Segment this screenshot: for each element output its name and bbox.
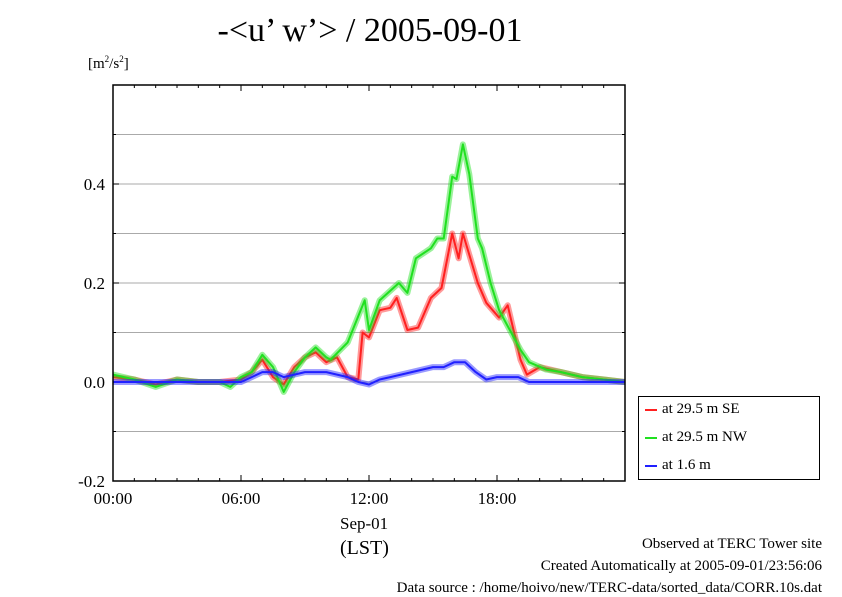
x-tick-label: 18:00 xyxy=(478,489,517,508)
legend-swatch xyxy=(645,464,657,467)
y-tick-label: 0.2 xyxy=(84,274,105,293)
footer-site: Observed at TERC Tower site xyxy=(641,536,822,552)
x-axis-label: Sep-01 xyxy=(340,514,389,533)
series-line-2 xyxy=(113,361,625,386)
x-tick-label: 12:00 xyxy=(350,489,389,508)
y-tick-label: 0.0 xyxy=(84,373,105,392)
y-axis-unit: [m2/s2] xyxy=(88,54,129,72)
y-tick-label: -0.2 xyxy=(78,472,105,491)
series-band-0 xyxy=(112,230,626,388)
legend-item-se: at 29.5 m SE xyxy=(645,401,740,418)
legend-label: at 1.6 m xyxy=(662,457,711,473)
x-tick-label: 00:00 xyxy=(94,489,133,508)
x-axis-label-lst: (LST) xyxy=(340,537,389,559)
legend: at 29.5 m SE at 29.5 m NW at 1.6 m xyxy=(638,396,820,480)
chart-title: -<u’ w’> / 2005-09-01 xyxy=(217,12,523,49)
x-tick-label: 06:00 xyxy=(222,489,261,508)
legend-swatch xyxy=(645,408,657,411)
legend-item-nw: at 29.5 m NW xyxy=(645,429,747,446)
series-line-1 xyxy=(112,143,626,393)
footer-source: Data source : /home/hoivo/new/TERC-data/… xyxy=(396,580,822,596)
footer-created: Created Automatically at 2005-09-01/23:5… xyxy=(540,558,822,574)
legend-item-1-6m: at 1.6 m xyxy=(645,457,711,474)
legend-label: at 29.5 m NW xyxy=(662,429,747,445)
legend-swatch xyxy=(645,436,657,439)
series-band-1 xyxy=(112,141,626,395)
legend-label: at 29.5 m SE xyxy=(662,401,740,417)
series-line-0 xyxy=(112,232,626,386)
y-tick-label: 0.4 xyxy=(84,175,106,194)
plot-frame xyxy=(112,84,626,482)
